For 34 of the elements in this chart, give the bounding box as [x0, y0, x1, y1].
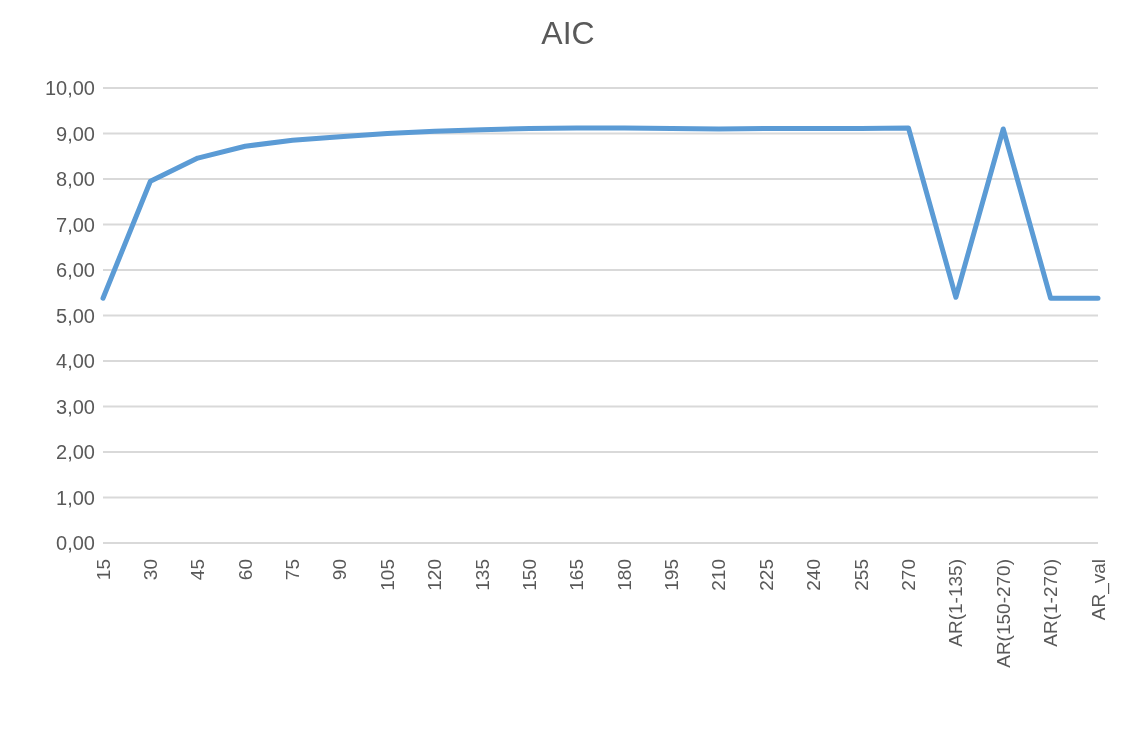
x-tick-label: AR(150-270) — [992, 559, 1014, 668]
x-tick-label: 225 — [755, 559, 777, 591]
x-tick-label: AR(1-270) — [1040, 559, 1062, 647]
x-tick-label: 240 — [803, 559, 825, 591]
x-tick-label: 105 — [376, 559, 398, 591]
y-tick-label: 5,00 — [56, 304, 95, 327]
x-tick-label: 15 — [92, 559, 114, 581]
y-tick-label: 10,00 — [44, 77, 95, 100]
x-tick-label: 120 — [424, 559, 446, 591]
y-tick-label: 0,00 — [56, 532, 95, 555]
y-tick-label: 6,00 — [56, 259, 95, 282]
x-tick-label: 165 — [566, 559, 588, 591]
x-tick-label: 195 — [661, 559, 683, 591]
y-tick-label: 9,00 — [56, 122, 95, 145]
x-tick-label: 60 — [234, 559, 256, 581]
x-tick-label: 270 — [897, 559, 919, 591]
chart-title: AIC — [540, 14, 596, 53]
x-tick-label: 30 — [139, 559, 161, 581]
x-tick-label: 75 — [282, 559, 304, 581]
x-tick-label: 90 — [329, 559, 351, 581]
y-tick-label: 1,00 — [56, 486, 95, 509]
y-tick-label: 7,00 — [56, 213, 95, 236]
y-tick-label: 8,00 — [56, 168, 95, 191]
x-tick-label: AR_val — [1087, 559, 1110, 621]
x-tick-label: 45 — [187, 559, 209, 581]
x-tick-label: AR(1-135) — [945, 559, 967, 647]
x-tick-label: 255 — [850, 559, 872, 591]
y-tick-label: 3,00 — [56, 395, 95, 418]
x-tick-label: 150 — [518, 559, 540, 591]
y-tick-label: 4,00 — [56, 350, 95, 373]
x-tick-label: 210 — [708, 559, 730, 591]
x-tick-label: 180 — [613, 559, 635, 591]
x-tick-label: 135 — [471, 559, 493, 591]
y-tick-label: 2,00 — [56, 441, 95, 464]
